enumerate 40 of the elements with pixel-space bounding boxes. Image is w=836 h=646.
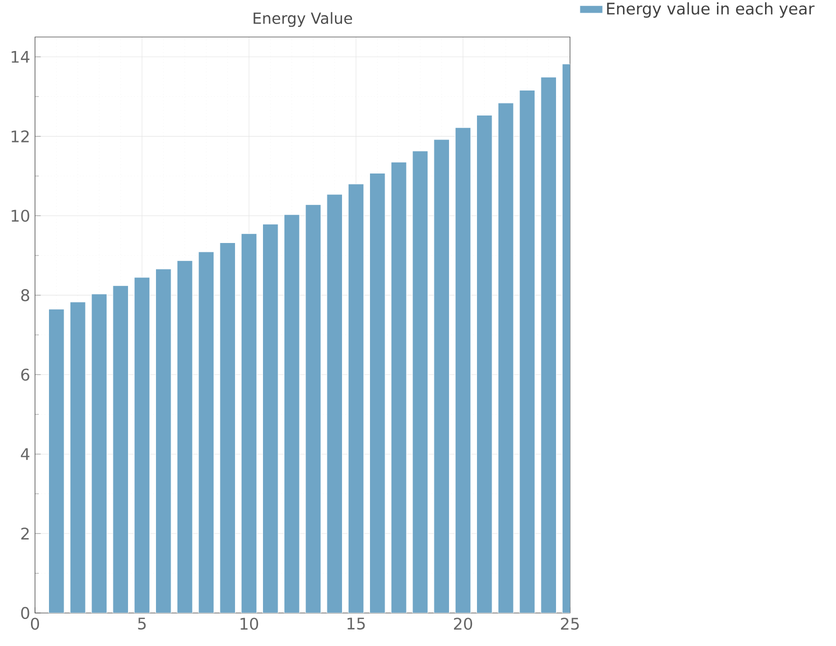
- bar: [498, 102, 514, 613]
- bar: [412, 150, 428, 613]
- bar: [284, 214, 300, 613]
- bar: [241, 233, 257, 613]
- x-tick-label: 10: [240, 618, 258, 630]
- bar: [134, 277, 150, 613]
- y-tick-label: 6: [21, 368, 30, 381]
- y-tick-label: 10: [12, 210, 30, 222]
- bar: [540, 76, 557, 613]
- bar: [369, 172, 386, 613]
- bar: [390, 162, 407, 613]
- bar: [70, 302, 86, 613]
- bar: [434, 139, 450, 613]
- y-tick-label: 2: [21, 528, 29, 540]
- bar: [519, 90, 536, 613]
- bar: [176, 260, 193, 613]
- y-tick-label: 8: [21, 289, 30, 302]
- y-tick-label: 0: [21, 606, 30, 620]
- bar: [112, 285, 129, 613]
- y-tick-label: 4: [20, 448, 30, 460]
- bar: [198, 252, 214, 613]
- chart-title: Energy Value: [254, 12, 352, 27]
- bar: [348, 184, 364, 613]
- x-tick-label: 25: [560, 618, 579, 630]
- y-tick-label: 12: [12, 130, 29, 142]
- y-tick-label: 14: [12, 51, 30, 63]
- bar: [476, 114, 492, 613]
- bar: [155, 268, 172, 613]
- bar: [262, 224, 278, 613]
- x-tick-label: 15: [348, 618, 365, 630]
- legend-label: Energy value in each year: [607, 2, 815, 18]
- bar: [326, 194, 343, 613]
- bar: [305, 204, 322, 613]
- bar: [48, 308, 64, 613]
- bar: [220, 242, 236, 613]
- x-tick-label: 5: [138, 618, 146, 630]
- x-tick-label: 0: [30, 618, 40, 630]
- bar: [455, 127, 471, 613]
- x-tick-label: 20: [454, 618, 472, 630]
- bar: [91, 294, 108, 613]
